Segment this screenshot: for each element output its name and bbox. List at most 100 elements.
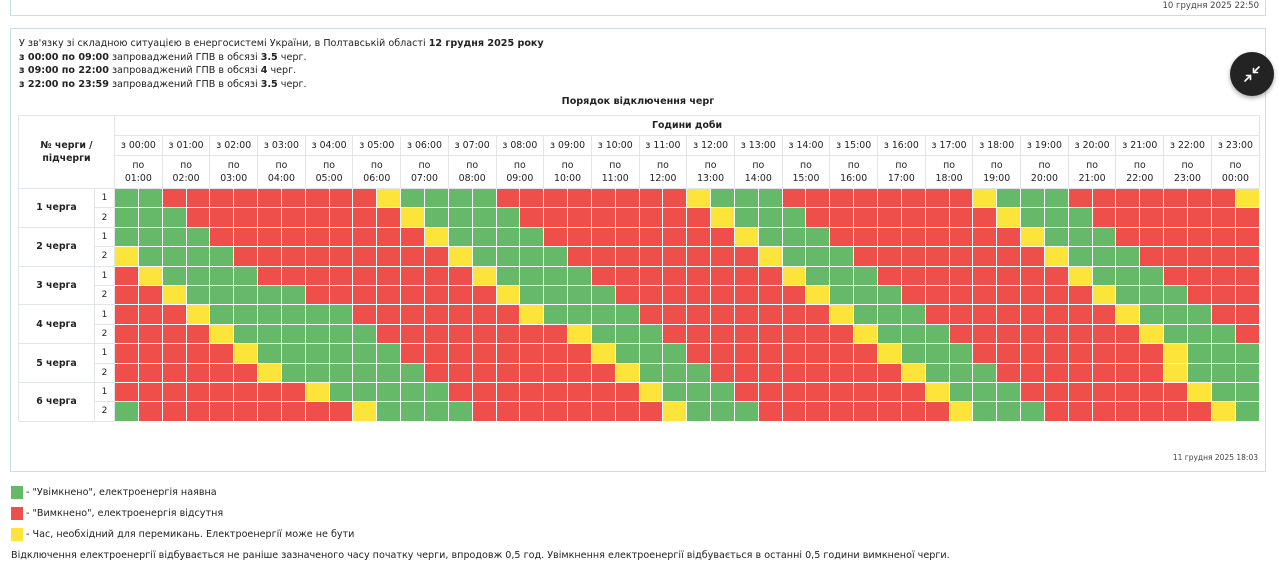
slot-off (710, 343, 735, 364)
slot-on (1043, 187, 1069, 209)
slot-switching (996, 207, 1022, 228)
slot-off (781, 323, 807, 345)
slot-switching (233, 343, 259, 364)
slot-on (280, 362, 306, 383)
slot-off (209, 226, 235, 248)
collapse-button[interactable] (1230, 52, 1274, 96)
slot-off (638, 284, 664, 306)
slot-on (328, 304, 354, 325)
slot-on (662, 381, 688, 403)
slot-off (114, 304, 139, 325)
to-time: 02:00 (172, 173, 200, 184)
to-prefix: по (1086, 160, 1099, 171)
slot-off (1067, 362, 1093, 383)
slot-off (614, 401, 640, 422)
slot-off (853, 343, 879, 364)
slot-on (495, 226, 521, 248)
slot-off (400, 246, 425, 267)
queue-row: 2 (19, 246, 1261, 267)
period-amount: 4 (260, 65, 268, 77)
slot-off (137, 284, 163, 306)
slot-off (209, 207, 235, 228)
slot-on (710, 187, 735, 209)
slot-off (400, 343, 425, 364)
slot-switching (400, 207, 425, 228)
slot-off (733, 323, 759, 345)
slot-on (519, 246, 545, 267)
hour-from-label: з 20:00 (1067, 135, 1117, 156)
slot-off (686, 304, 712, 325)
slot-off (948, 226, 974, 248)
slot-off (1091, 207, 1117, 228)
slot-on (1186, 343, 1212, 364)
slot-on (495, 207, 521, 228)
hour-to-label: по 20:00 (1020, 155, 1069, 189)
slot-off (590, 187, 616, 209)
to-time: 06:00 (363, 173, 391, 184)
slot-on (114, 401, 139, 422)
slot-off (686, 323, 712, 345)
hour-to-label: по 21:00 (1067, 155, 1117, 189)
slot-switching (757, 246, 783, 267)
slot-off (853, 246, 879, 267)
slot-off (1067, 323, 1093, 345)
slot-switching (495, 284, 521, 306)
slot-off (352, 304, 378, 325)
to-time: 16:00 (840, 173, 868, 184)
hour-from-label: з 04:00 (304, 135, 354, 156)
to-prefix: по (943, 160, 955, 171)
slot-off (924, 401, 950, 422)
slot-on (1210, 362, 1236, 383)
slot-off (423, 246, 449, 267)
slot-off (233, 401, 259, 422)
slot-off (877, 362, 902, 383)
queue-row: 2 (19, 323, 1261, 345)
slot-off (1139, 246, 1165, 267)
slot-off (209, 362, 235, 383)
slot-off (185, 207, 211, 228)
hour-from-label: з 06:00 (400, 135, 449, 156)
notice-intro: У зв'язку зі складною ситуацією в енерго… (19, 37, 544, 51)
slot-off (638, 265, 664, 286)
slot-off (829, 362, 855, 383)
slot-on (543, 304, 569, 325)
slot-off (1043, 381, 1069, 403)
slot-off (447, 343, 473, 364)
slot-on (352, 362, 378, 383)
table-title: Порядок відключення черг (561, 96, 715, 107)
slot-off (161, 323, 187, 345)
slot-on (1043, 207, 1069, 228)
slot-off (710, 304, 735, 325)
slot-switching (1163, 343, 1188, 364)
to-prefix: по (704, 160, 717, 171)
slot-on (137, 226, 163, 248)
slot-on (1186, 323, 1212, 345)
slot-on (996, 381, 1022, 403)
slot-on (614, 304, 640, 325)
slot-off (495, 304, 521, 325)
legend-off-text: - "Вимкнено", електроенергія відсутня (26, 508, 224, 519)
schedule-timestamp: 11 грудня 2025 18:03 (1172, 453, 1258, 462)
to-prefix: по (1229, 160, 1242, 171)
period-text: запроваджений ГПВ в обсязі (111, 51, 258, 63)
slot-on (638, 323, 664, 345)
slot-on (972, 362, 998, 383)
slot-off (495, 362, 521, 383)
slot-off (996, 362, 1022, 383)
to-prefix: по (752, 160, 765, 171)
previous-timestamp: 10 грудня 2025 22:50 (1162, 1, 1260, 11)
to-time: 05:00 (315, 173, 343, 184)
to-row: по 01:00 по 02:00 по 03:00 по 04:00 по 05:00 по 06:… (19, 155, 1261, 189)
slot-off (877, 246, 902, 267)
slot-on (161, 207, 187, 228)
slot-switching (972, 187, 998, 209)
slot-off (185, 362, 211, 383)
slot-off (877, 381, 902, 403)
slot-switching (853, 323, 879, 345)
slot-off (877, 265, 902, 286)
to-prefix: по (227, 160, 240, 171)
slot-off (1186, 284, 1212, 306)
slot-switching (114, 246, 139, 267)
slot-off (781, 187, 807, 209)
slot-on (137, 207, 163, 228)
